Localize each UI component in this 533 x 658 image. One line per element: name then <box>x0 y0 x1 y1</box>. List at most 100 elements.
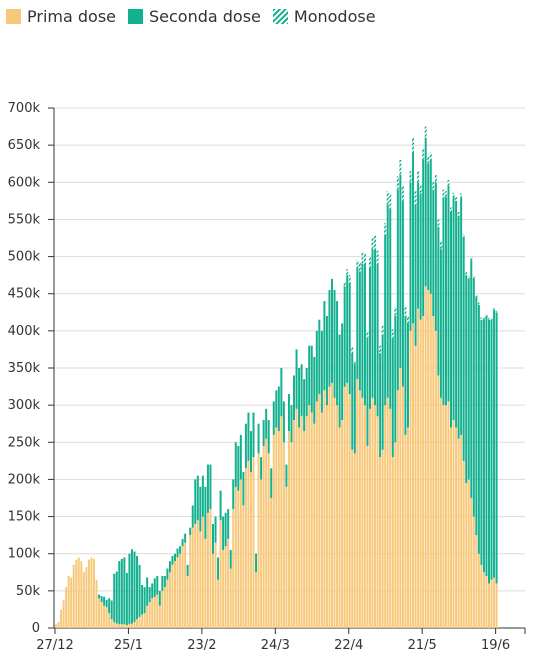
bar-second-dose <box>343 286 346 387</box>
bar-second-dose <box>234 442 237 487</box>
bar-single-dose <box>432 182 435 190</box>
legend-swatch-second-dose <box>128 8 143 24</box>
bar-second-dose <box>384 234 387 406</box>
bar-first-dose <box>282 442 285 628</box>
bar-second-dose <box>118 561 121 625</box>
bar-first-dose <box>267 453 270 628</box>
bar-second-dose <box>229 550 232 569</box>
bar-single-dose <box>376 250 379 264</box>
bar-first-dose <box>315 401 318 628</box>
y-tick-label: 350k <box>8 361 41 376</box>
bar-first-dose <box>138 616 141 628</box>
bar-single-dose <box>485 313 488 316</box>
bar-first-dose <box>275 427 278 628</box>
bar-second-dose <box>285 464 288 487</box>
y-tick-label: 50k <box>16 584 41 599</box>
bar-first-dose <box>103 605 106 628</box>
bar-first-dose <box>130 623 133 628</box>
bar-second-dose <box>120 558 123 625</box>
bar-single-dose <box>419 184 422 194</box>
bar-single-dose <box>450 207 453 212</box>
bar-first-dose <box>75 559 78 628</box>
legend-item-first-dose[interactable]: Prima dose <box>6 7 116 26</box>
bar-first-dose <box>369 408 371 628</box>
bar-first-dose <box>467 479 470 628</box>
bar-first-dose <box>189 535 192 628</box>
bar-second-dose <box>475 297 478 536</box>
bar-first-dose <box>336 405 339 628</box>
bar-second-dose <box>171 555 174 565</box>
bar-second-dose <box>186 564 189 576</box>
bar-second-dose <box>128 553 131 625</box>
bar-second-dose <box>442 197 445 406</box>
bar-second-dose <box>242 472 245 506</box>
legend: Prima dose Seconda dose Monodose <box>6 4 388 28</box>
bar-first-dose <box>298 427 301 628</box>
bar-single-dose <box>353 360 356 365</box>
bar-single-dose <box>399 160 402 175</box>
bar-second-dose <box>214 516 217 543</box>
bar-second-dose <box>133 551 136 623</box>
bar-second-dose <box>262 420 265 446</box>
bar-first-dose <box>424 286 427 628</box>
y-tick-label: 300k <box>8 398 41 413</box>
bar-first-dose <box>381 449 384 628</box>
bar-first-dose <box>143 613 146 628</box>
bar-second-dose <box>439 249 442 398</box>
bar-second-dose <box>113 573 116 623</box>
bar-second-dose <box>249 431 252 472</box>
bar-first-dose <box>472 516 475 628</box>
bar-second-dose <box>447 186 450 402</box>
bar-first-dose <box>429 293 432 628</box>
bar-second-dose <box>209 464 212 510</box>
x-tick-label: 23/2 <box>187 638 216 653</box>
bar-first-dose <box>125 625 128 628</box>
bar-first-dose <box>422 316 425 628</box>
bar-second-dose <box>156 576 159 595</box>
bar-first-dose <box>439 397 442 628</box>
bar-second-dose <box>136 555 139 620</box>
bar-single-dose <box>470 257 473 261</box>
legend-label-single-dose: Monodose <box>293 6 376 26</box>
legend-item-second-dose[interactable]: Seconda dose <box>128 7 261 26</box>
bar-first-dose <box>460 434 463 628</box>
bar-first-dose <box>386 397 389 628</box>
bar-first-dose <box>361 397 364 628</box>
bar-second-dose <box>275 390 278 428</box>
bar-second-dose <box>196 475 199 521</box>
bar-single-dose <box>424 126 427 138</box>
y-tick-label: 100k <box>8 547 41 562</box>
bar-second-dose <box>341 323 344 420</box>
bar-second-dose <box>255 553 258 573</box>
bar-second-dose <box>247 412 250 461</box>
bar-second-dose <box>485 316 488 576</box>
bar-single-dose <box>366 330 369 339</box>
bar-single-dose <box>409 171 412 183</box>
bar-single-dose <box>396 176 399 190</box>
bar-single-dose <box>444 191 447 198</box>
x-axis: 27/12 25/1 23/2 24/3 22/4 21/5 19/6 <box>36 628 526 653</box>
legend-item-single-dose[interactable]: Monodose <box>272 6 376 26</box>
bar-second-dose <box>328 290 331 387</box>
bar-second-dose <box>305 368 308 417</box>
bar-first-dose <box>108 613 111 628</box>
bar-first-dose <box>87 559 90 628</box>
bar-second-dose <box>191 505 194 528</box>
bar-second-dose <box>477 304 480 554</box>
bar-second-dose <box>450 212 453 428</box>
bar-first-dose <box>313 423 316 628</box>
bar-second-dose <box>239 434 242 480</box>
y-tick-label: 700k <box>8 101 41 116</box>
bar-first-dose <box>181 546 184 628</box>
bar-first-dose <box>320 412 323 628</box>
bar-second-dose <box>363 264 366 406</box>
bar-single-dose <box>457 212 460 216</box>
bar-single-dose <box>480 317 483 320</box>
bar-second-dose <box>325 316 328 406</box>
bar-first-dose <box>212 553 214 628</box>
bar-second-dose <box>401 200 404 387</box>
bar-first-dose <box>151 598 154 628</box>
bar-single-dose <box>460 193 463 198</box>
bar-first-dose <box>485 576 488 628</box>
bar-second-dose <box>348 282 351 394</box>
